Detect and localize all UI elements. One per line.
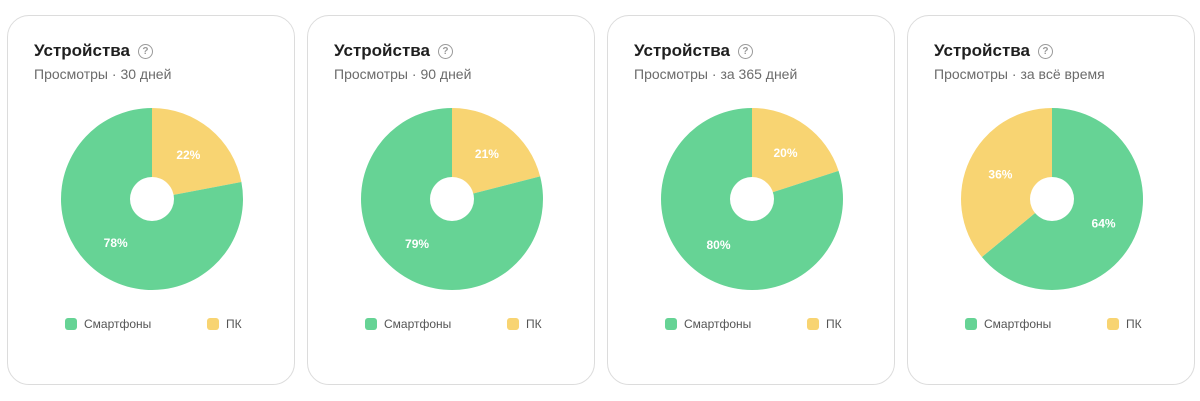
card-header: Устройства ? (934, 41, 1053, 61)
card-title: Устройства (334, 41, 430, 60)
legend-label-smartphones: Смартфоны (684, 317, 752, 331)
card-subtitle: Просмотры · 30 дней (34, 66, 172, 82)
donut-hole (730, 177, 774, 221)
legend-item-pc[interactable]: ПК (207, 317, 242, 331)
legend-swatch-smartphones (665, 318, 677, 330)
card-subtitle: Просмотры · за 365 дней (634, 66, 798, 82)
legend-swatch-pc (507, 318, 519, 330)
legend-label-pc: ПК (1126, 317, 1142, 331)
donut-hole (130, 177, 174, 221)
slice-label-smartphones: 78% (104, 236, 128, 250)
card-title: Устройства (934, 41, 1030, 60)
pie-chart: 22% 78% (60, 108, 243, 291)
legend-label-smartphones: Смартфоны (84, 317, 152, 331)
devices-card-90-days: Устройства ? Просмотры · 90 дней 21% 79% … (307, 15, 595, 385)
legend-swatch-smartphones (65, 318, 77, 330)
question-circle-icon[interactable]: ? (437, 43, 453, 59)
card-subtitle: Просмотры · 90 дней (334, 66, 472, 82)
legend-swatch-pc (807, 318, 819, 330)
pie-slice-pc[interactable] (152, 108, 242, 199)
slice-label-pc: 21% (475, 147, 499, 161)
legend-item-smartphones[interactable]: Смартфоны (365, 317, 451, 331)
legend-label-pc: ПК (826, 317, 842, 331)
question-circle-icon[interactable]: ? (137, 43, 153, 59)
slice-label-pc: 36% (988, 168, 1012, 182)
card-subtitle: Просмотры · за всё время (934, 66, 1105, 82)
slice-label-smartphones: 79% (405, 237, 429, 251)
slice-label-pc: 22% (176, 148, 200, 162)
pie-chart: 20% 80% (661, 108, 843, 291)
legend-item-pc[interactable]: ПК (1107, 317, 1142, 331)
devices-card-365-days: Устройства ? Просмотры · за 365 дней 20%… (607, 15, 895, 385)
legend-swatch-pc (1107, 318, 1119, 330)
legend-label-pc: ПК (226, 317, 242, 331)
slice-label-smartphones: 64% (1092, 216, 1116, 230)
donut-hole (1030, 177, 1074, 221)
devices-card-30-days: Устройства ? Просмотры · 30 дней 22% 78% … (7, 15, 295, 385)
legend-label-smartphones: Смартфоны (384, 317, 452, 331)
pie-chart: 64% 36% (961, 108, 1143, 291)
card-header: Устройства ? (34, 41, 153, 61)
legend-item-pc[interactable]: ПК (507, 317, 542, 331)
legend-swatch-smartphones (965, 318, 977, 330)
devices-card-all-time: Устройства ? Просмотры · за всё время 64… (907, 15, 1195, 385)
card-title: Устройства (34, 41, 130, 60)
legend-swatch-pc (207, 318, 219, 330)
pie-slice-pc[interactable] (961, 108, 1052, 258)
pie-chart: 21% 79% (361, 108, 543, 290)
card-header: Устройства ? (634, 41, 753, 61)
donut-hole (430, 177, 474, 221)
pie-slice-pc[interactable] (752, 108, 839, 199)
legend-item-smartphones[interactable]: Смартфоны (665, 317, 751, 331)
legend-label-smartphones: Смартфоны (984, 317, 1052, 331)
slice-label-pc: 20% (773, 146, 797, 160)
question-circle-icon[interactable]: ? (737, 43, 753, 59)
question-circle-icon[interactable]: ? (1037, 43, 1053, 59)
legend-item-smartphones[interactable]: Смартфоны (65, 317, 151, 331)
pie-slice-pc[interactable] (452, 108, 541, 199)
slice-label-smartphones: 80% (706, 238, 730, 252)
legend-item-smartphones[interactable]: Смартфоны (965, 317, 1051, 331)
legend-label-pc: ПК (526, 317, 542, 331)
legend-item-pc[interactable]: ПК (807, 317, 842, 331)
card-title: Устройства (634, 41, 730, 60)
legend-swatch-smartphones (365, 318, 377, 330)
card-header: Устройства ? (334, 41, 453, 61)
